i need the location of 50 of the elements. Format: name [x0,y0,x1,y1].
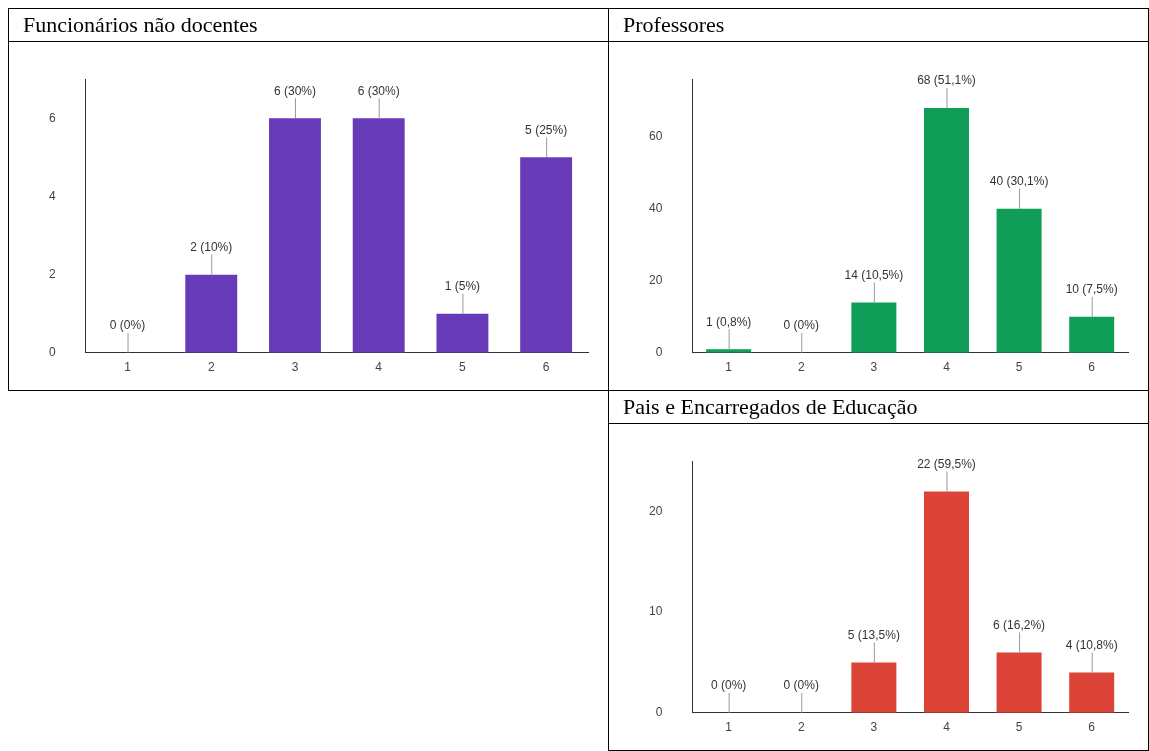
chart-title: Pais e Encarregados de Educação [609,391,1148,424]
chart-title: Funcionários não docentes [9,9,608,42]
y-tick-label: 0 [48,345,56,360]
x-tick-label: 4 [375,360,383,375]
data-label: 4 (10,8%) [1065,637,1118,652]
x-tick-label: 1 [725,360,733,375]
x-tick-label: 6 [1088,360,1096,375]
data-label: 68 (51,1%) [917,73,976,88]
y-tick-label: 20 [648,503,663,518]
data-label: 14 (10,5%) [844,267,904,282]
data-label: 22 (59,5%) [917,456,976,471]
y-tick-label: 2 [48,266,56,281]
data-label: 0 (0%) [109,318,146,333]
x-tick-label: 6 [1088,720,1096,735]
data-label: 5 (25%) [525,122,568,137]
y-tick-label: 20 [648,273,663,288]
x-tick-label: 2 [207,360,215,375]
x-tick-label: 4 [943,360,951,375]
y-tick-label: 10 [648,604,663,619]
data-label: 1 (5%) [444,279,481,294]
y-tick-label: 6 [48,110,56,125]
data-label: 0 (0%) [783,318,819,333]
x-tick-label: 3 [291,360,299,375]
x-tick-label: 2 [797,720,805,735]
chart-title: Professores [609,9,1148,42]
data-label: 0 (0%) [783,678,819,693]
x-tick-label: 3 [870,360,878,375]
y-tick-label: 0 [655,345,663,360]
data-label: 6 (30%) [357,83,400,98]
x-tick-label: 6 [542,360,550,375]
y-tick-label: 0 [655,705,663,720]
data-label: 6 (30%) [273,83,316,98]
x-tick-label: 3 [870,720,878,735]
data-label: 2 (10%) [190,239,233,254]
data-label: 5 (13,5%) [847,627,900,642]
y-tick-label: 60 [648,129,663,144]
data-label: 1 (0,8%) [705,314,752,329]
data-label: 40 (30,1%) [989,174,1049,189]
data-label: 0 (0%) [710,678,747,693]
data-label: 10 (7,5%) [1065,282,1118,297]
x-tick-label: 5 [1015,360,1023,375]
x-tick-label: 5 [459,360,467,375]
x-tick-label: 2 [797,360,805,375]
y-tick-label: 4 [48,188,56,203]
data-label: 6 (16,2%) [993,617,1046,632]
x-tick-label: 1 [124,360,132,375]
x-tick-label: 5 [1015,720,1023,735]
y-tick-label: 40 [648,201,663,216]
x-tick-label: 4 [943,720,951,735]
x-tick-label: 1 [725,720,733,735]
